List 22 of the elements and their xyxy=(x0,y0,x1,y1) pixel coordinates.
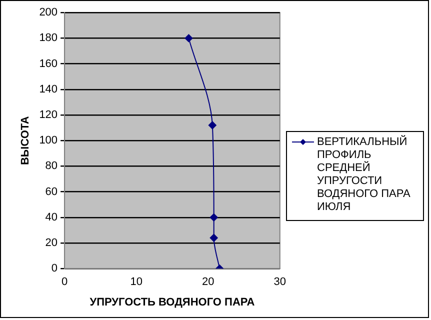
point xyxy=(210,213,218,222)
y-tick-label: 120 xyxy=(39,109,58,122)
y-tick-label: 200 xyxy=(39,6,58,19)
y-tick-label: 140 xyxy=(39,83,58,96)
y-tick-label: 100 xyxy=(39,134,58,147)
x-tick-label: 20 xyxy=(202,276,214,288)
legend-label: ВЕРТИКАЛЬНЫЙ ПРОФИЛЬ СРЕДНЕЙ УПРУГОСТИ ВОДЯНОГО ПАРА ИЮЛЯ xyxy=(317,136,412,214)
y-axis-title: ВЫСОТА xyxy=(20,116,32,166)
point xyxy=(210,234,218,242)
y-tick-label: 60 xyxy=(45,186,58,198)
x-tick-label: 0 xyxy=(61,276,68,288)
x-axis-title: УПРУГОСТЬ ВОДЯНОГО ПАРА xyxy=(90,296,255,308)
y-tick-label: 0 xyxy=(51,262,58,275)
y-tick-label: 180 xyxy=(39,32,58,44)
y-tick-label: 80 xyxy=(45,160,58,172)
y-tick-label: 40 xyxy=(45,211,58,224)
x-tick-label: 10 xyxy=(130,276,142,288)
x-tick-label: 30 xyxy=(274,276,286,288)
y-tick-label: 20 xyxy=(45,237,58,250)
point xyxy=(184,34,193,42)
point xyxy=(208,121,216,130)
y-tick-label: 160 xyxy=(39,58,58,70)
